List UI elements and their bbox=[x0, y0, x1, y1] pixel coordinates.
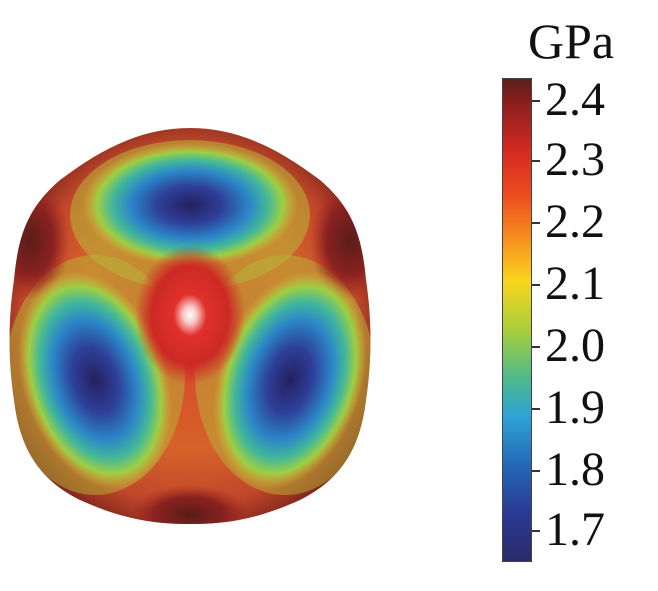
colorbar-tick-label: 2.2 bbox=[545, 195, 605, 248]
surface-svg bbox=[9, 128, 371, 524]
surface-body bbox=[9, 128, 371, 524]
colorbar-tick-label: 2.4 bbox=[545, 73, 605, 126]
colorbar-tick-label: 2.1 bbox=[545, 257, 605, 310]
colorbar-tick bbox=[532, 408, 540, 410]
colorbar-tick-label: 1.8 bbox=[545, 443, 605, 496]
colorbar-tick bbox=[532, 530, 540, 532]
colorbar-tick-label: 2.3 bbox=[545, 133, 605, 186]
colorbar-tick bbox=[532, 160, 540, 162]
colorbar-tick-label: 1.7 bbox=[545, 503, 605, 556]
center-peak bbox=[135, 245, 245, 385]
low-lobe-left bbox=[18, 271, 172, 489]
elastic-surface-plot bbox=[0, 120, 380, 530]
colorbar-tick bbox=[532, 100, 540, 102]
colorbar-gradient bbox=[502, 78, 532, 562]
colorbar-tick bbox=[532, 346, 540, 348]
colorbar-tick bbox=[532, 470, 540, 472]
low-lobe-right bbox=[213, 271, 367, 489]
colorbar-unit-label: GPa bbox=[528, 13, 615, 69]
colorbar-tick-label: 2.0 bbox=[545, 319, 605, 372]
low-lobe-top bbox=[82, 143, 298, 267]
colorbar-tick bbox=[532, 284, 540, 286]
colorbar-tick bbox=[532, 222, 540, 224]
colorbar-tick-label: 1.9 bbox=[545, 381, 605, 434]
